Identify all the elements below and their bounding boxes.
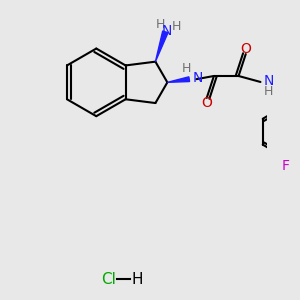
Text: F: F <box>281 159 289 173</box>
Polygon shape <box>155 31 168 62</box>
Text: Cl: Cl <box>101 272 116 287</box>
Text: H: H <box>264 85 273 98</box>
Text: H: H <box>171 20 181 33</box>
Text: O: O <box>240 42 251 56</box>
Text: H: H <box>131 272 142 287</box>
Text: N: N <box>192 71 203 85</box>
Text: N: N <box>264 74 274 88</box>
Text: N: N <box>162 24 172 38</box>
Polygon shape <box>167 77 190 82</box>
Text: H: H <box>155 18 165 31</box>
Text: H: H <box>182 61 191 74</box>
Text: O: O <box>201 96 212 110</box>
